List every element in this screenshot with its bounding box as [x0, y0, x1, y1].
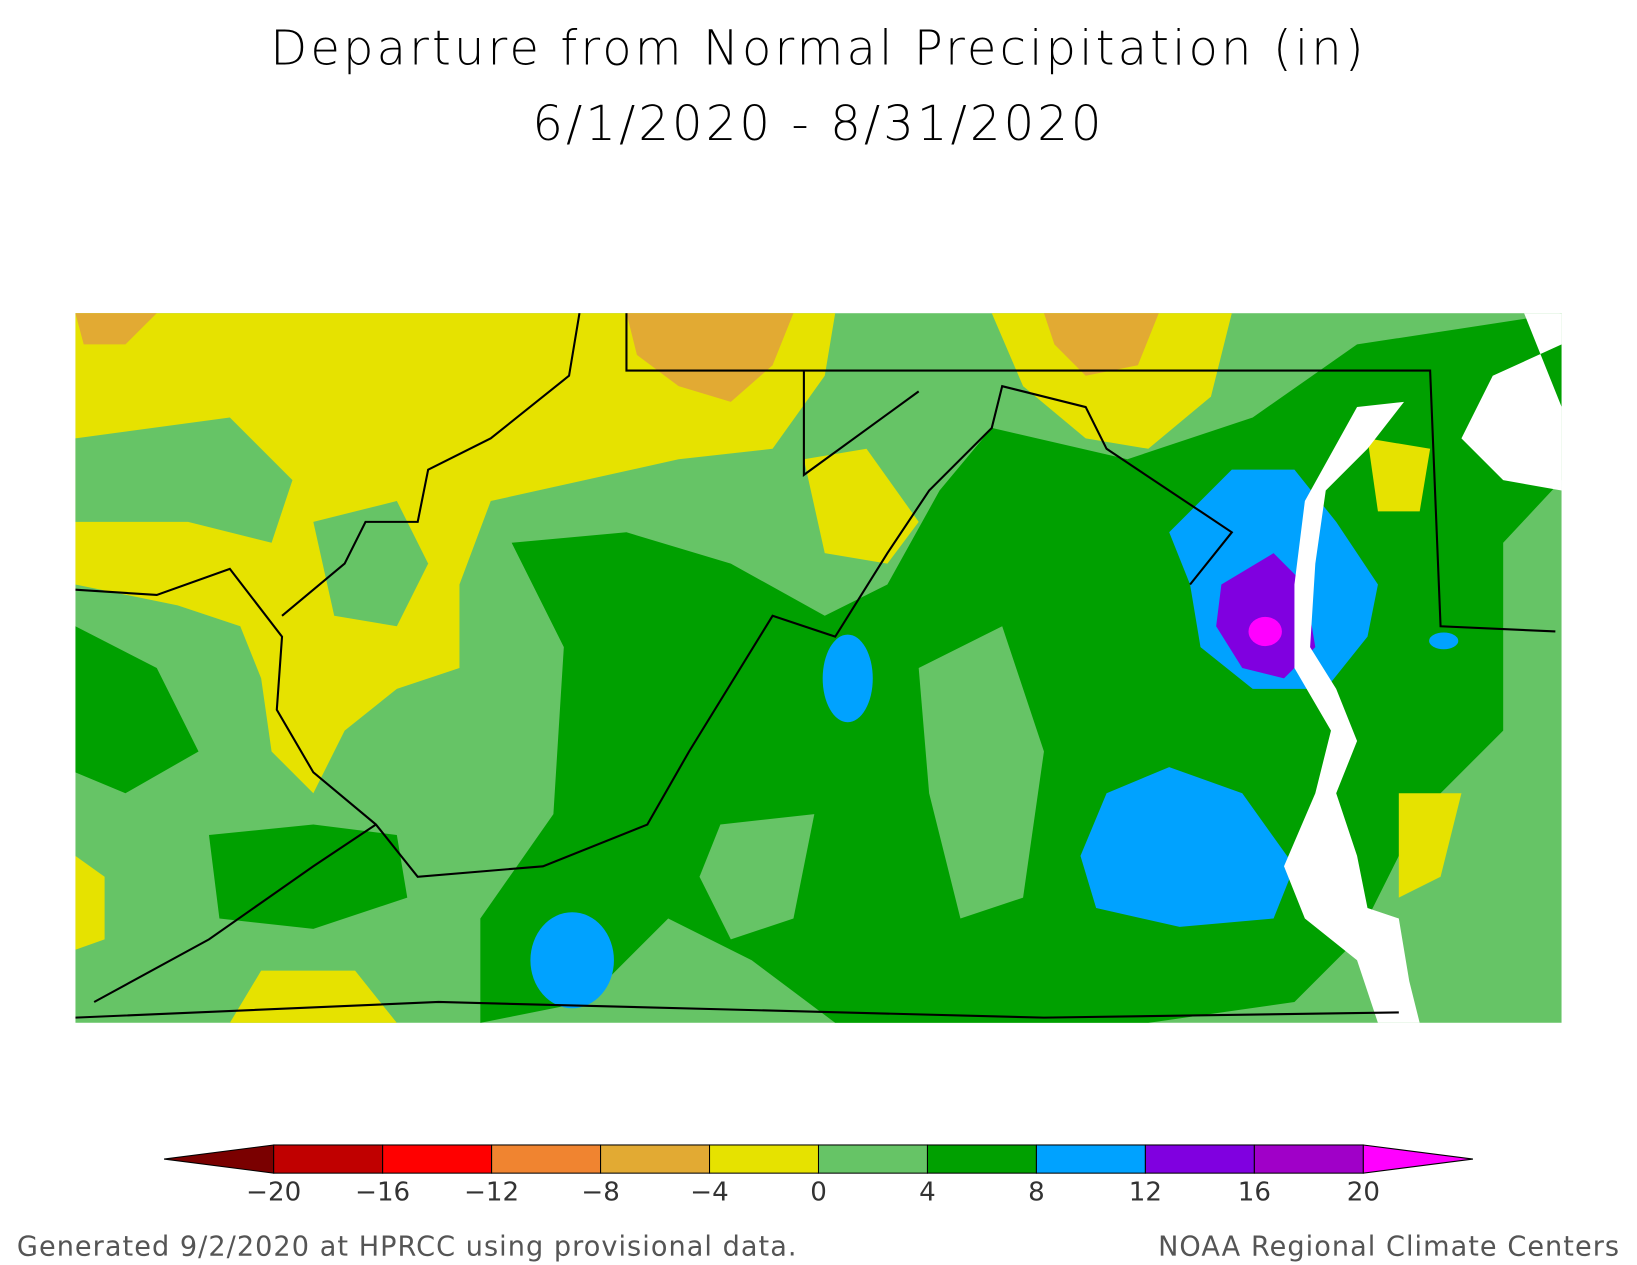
- wet-region: [75, 626, 199, 794]
- colorbar-segment: [817, 1144, 928, 1174]
- colorbar: −20 −16 −12 −8 −4 0 4 8 12 16 20: [164, 1144, 1473, 1207]
- colorbar-segment: [709, 1144, 820, 1174]
- footer-right: NOAA Regional Climate Centers: [1158, 1232, 1620, 1263]
- colorbar-tick-label: 12: [1129, 1177, 1162, 1207]
- wet-patch: [699, 814, 815, 940]
- colorbar-segment: [926, 1144, 1037, 1174]
- colorbar-arrow-high: [1362, 1144, 1473, 1174]
- colorbar-tick-label: 8: [1028, 1177, 1045, 1207]
- dry-region: [991, 313, 1232, 449]
- colorbar-segment: [382, 1144, 493, 1174]
- colorbar-tick-label: −16: [355, 1177, 410, 1207]
- dry-region: [75, 855, 105, 950]
- dry-region: [1398, 793, 1462, 898]
- colorbar-tick-label: −4: [690, 1177, 728, 1207]
- extreme-wet-region: [1216, 553, 1316, 679]
- dry-region: [1367, 438, 1431, 512]
- dry-core: [75, 313, 157, 345]
- colorbar-tick-label: −20: [246, 1177, 301, 1207]
- chesapeake-bay: [1284, 401, 1420, 1023]
- dry-region: [75, 313, 836, 794]
- colorbar-tick-label: 0: [810, 1177, 827, 1207]
- very-wet-region: [1429, 632, 1459, 650]
- coast: [1461, 313, 1562, 491]
- colorbar-segment: [491, 1144, 602, 1174]
- map: [75, 313, 1562, 1023]
- subtitle: 6/1/2020 - 8/31/2020: [532, 96, 1104, 152]
- wet-patch: [75, 417, 293, 543]
- colorbar-tick-label: 16: [1238, 1177, 1271, 1207]
- extreme-wet-core: [1248, 616, 1282, 647]
- colorbar-tick-label: 20: [1347, 1177, 1380, 1207]
- colorbar-tick-label: −12: [464, 1177, 519, 1207]
- very-wet-region: [1080, 767, 1295, 927]
- colorbar-segment: [273, 1144, 384, 1174]
- colorbar-tick-label: 4: [919, 1177, 936, 1207]
- footer-left: Generated 9/2/2020 at HPRCC using provis…: [17, 1232, 798, 1263]
- dry-core: [1043, 313, 1159, 376]
- dry-core: [626, 313, 794, 402]
- colorbar-segment: [1144, 1144, 1255, 1174]
- state-borders: [75, 313, 1556, 1019]
- colorbar-segment: [600, 1144, 711, 1174]
- colorbar-tick-label: −8: [581, 1177, 619, 1207]
- very-wet-region: [822, 634, 873, 723]
- colorbar-arrow-low: [164, 1144, 275, 1174]
- wet-region: [208, 824, 408, 929]
- title: Departure from Normal Precipitation (in): [270, 21, 1366, 77]
- very-wet-region: [530, 912, 614, 1009]
- colorbar-segment: [1253, 1144, 1364, 1174]
- colorbar-segment: [1035, 1144, 1146, 1174]
- wet-patch: [918, 626, 1044, 919]
- dry-region: [803, 448, 919, 564]
- wet-patch: [313, 500, 429, 627]
